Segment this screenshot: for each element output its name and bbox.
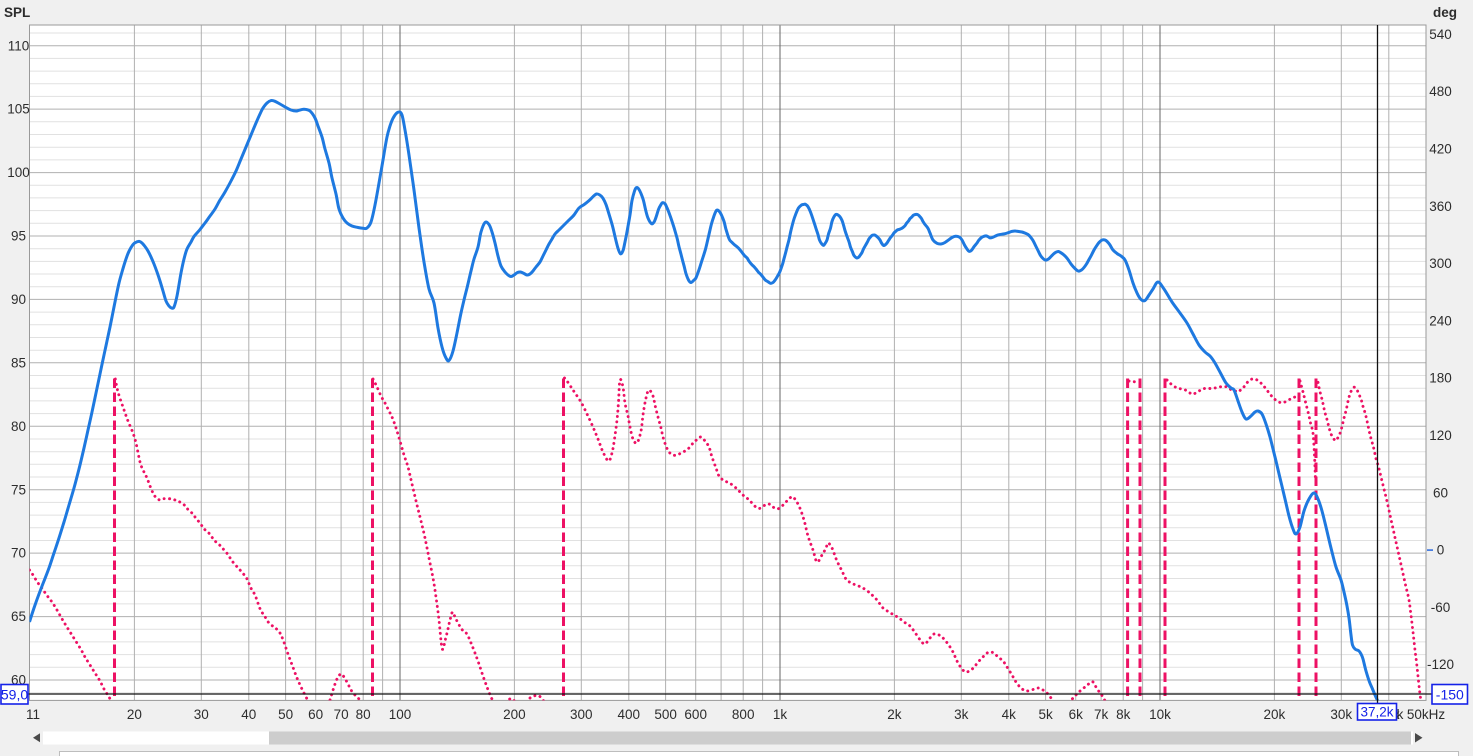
svg-text:-150: -150 (1436, 687, 1464, 703)
svg-text:20: 20 (127, 707, 142, 722)
svg-text:80: 80 (11, 419, 26, 434)
svg-text:480: 480 (1429, 84, 1452, 99)
svg-text:40: 40 (241, 707, 256, 722)
svg-text:-60: -60 (1431, 600, 1451, 615)
svg-text:5k: 5k (1038, 707, 1053, 722)
svg-text:37,2k: 37,2k (1360, 705, 1393, 720)
svg-text:6k: 6k (1069, 707, 1084, 722)
svg-text:400: 400 (618, 707, 641, 722)
svg-text:420: 420 (1429, 142, 1452, 157)
svg-text:70: 70 (334, 707, 349, 722)
svg-text:100: 100 (7, 165, 30, 180)
svg-text:65: 65 (11, 609, 26, 624)
svg-text:110: 110 (8, 38, 30, 53)
svg-text:60: 60 (308, 707, 323, 722)
svg-text:10k: 10k (1149, 707, 1171, 722)
svg-text:k: k (1397, 707, 1404, 722)
svg-text:deg: deg (1433, 5, 1457, 20)
svg-text:360: 360 (1429, 199, 1452, 214)
svg-text:30: 30 (194, 707, 209, 722)
svg-text:60: 60 (1433, 485, 1448, 500)
svg-text:240: 240 (1429, 313, 1452, 328)
svg-text:75: 75 (11, 482, 26, 497)
svg-text:800: 800 (732, 707, 755, 722)
svg-text:-120: -120 (1427, 657, 1454, 672)
svg-text:7k: 7k (1094, 707, 1109, 722)
svg-text:8k: 8k (1116, 707, 1131, 722)
svg-text:300: 300 (570, 707, 593, 722)
svg-text:600: 600 (684, 707, 707, 722)
svg-text:2k: 2k (887, 707, 902, 722)
svg-text:59,0: 59,0 (1, 687, 28, 703)
svg-text:80: 80 (356, 707, 371, 722)
svg-text:50: 50 (278, 707, 293, 722)
svg-text:50kHz: 50kHz (1407, 707, 1446, 722)
svg-text:120: 120 (1429, 428, 1452, 443)
svg-text:95: 95 (11, 229, 26, 244)
svg-text:540: 540 (1429, 27, 1452, 42)
svg-text:300: 300 (1429, 256, 1452, 271)
svg-text:SPL: SPL (4, 5, 30, 20)
svg-text:70: 70 (11, 546, 26, 561)
svg-text:500: 500 (654, 707, 677, 722)
svg-text:100: 100 (389, 707, 412, 722)
svg-text:200: 200 (503, 707, 526, 722)
svg-text:30k: 30k (1330, 707, 1352, 722)
svg-text:11: 11 (26, 707, 40, 722)
svg-text:4k: 4k (1002, 707, 1017, 722)
svg-text:1k: 1k (773, 707, 788, 722)
svg-text:0: 0 (1437, 543, 1445, 558)
svg-text:20k: 20k (1264, 707, 1286, 722)
svg-text:180: 180 (1429, 371, 1452, 386)
svg-text:85: 85 (11, 355, 26, 370)
svg-text:90: 90 (11, 292, 26, 307)
svg-text:105: 105 (7, 102, 30, 117)
svg-text:3k: 3k (954, 707, 969, 722)
